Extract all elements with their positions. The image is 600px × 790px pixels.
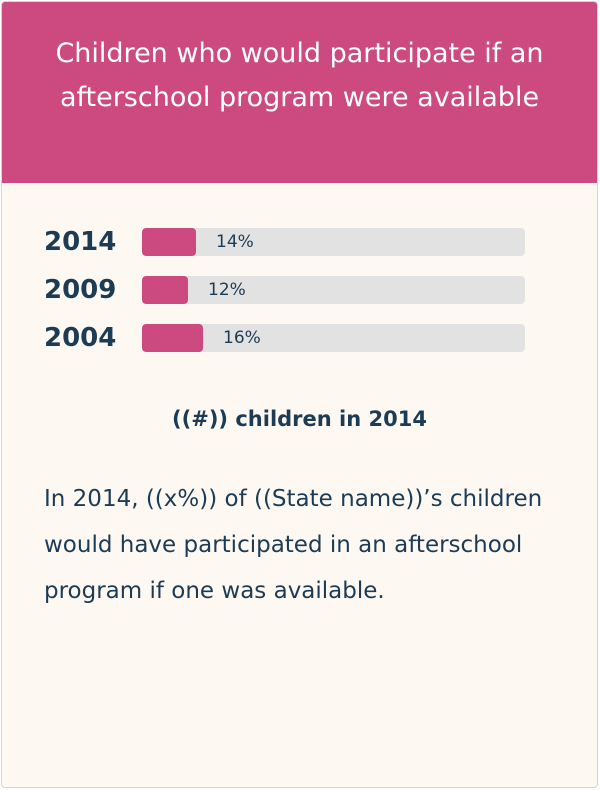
card-title: Children who would participate if an aft… bbox=[55, 38, 544, 113]
bar-value-label: 14% bbox=[216, 232, 254, 252]
bar-track: 12% bbox=[142, 276, 525, 304]
card-header: Children who would participate if an aft… bbox=[2, 2, 597, 183]
bar-value-label: 16% bbox=[223, 328, 261, 348]
bar-row: 2009 12% bbox=[2, 272, 597, 308]
bar-track: 16% bbox=[142, 324, 525, 352]
bar-category-label: 2009 bbox=[44, 275, 117, 305]
children-count: ((#)) children in 2014 bbox=[172, 407, 427, 431]
bar-row: 2004 16% bbox=[2, 320, 597, 356]
description-text: In 2014, ((x%)) of ((State name))’s chil… bbox=[44, 486, 543, 604]
bar-fill bbox=[142, 228, 196, 256]
bar-fill bbox=[142, 276, 188, 304]
bar-fill bbox=[142, 324, 203, 352]
bar-track: 14% bbox=[142, 228, 525, 256]
bar-row: 2014 14% bbox=[2, 224, 597, 260]
bar-chart: 2014 14% 2009 12% 2004 16% bbox=[2, 224, 597, 364]
bar-value-label: 12% bbox=[208, 280, 246, 300]
bar-category-label: 2004 bbox=[44, 323, 117, 353]
bar-category-label: 2014 bbox=[44, 227, 117, 257]
